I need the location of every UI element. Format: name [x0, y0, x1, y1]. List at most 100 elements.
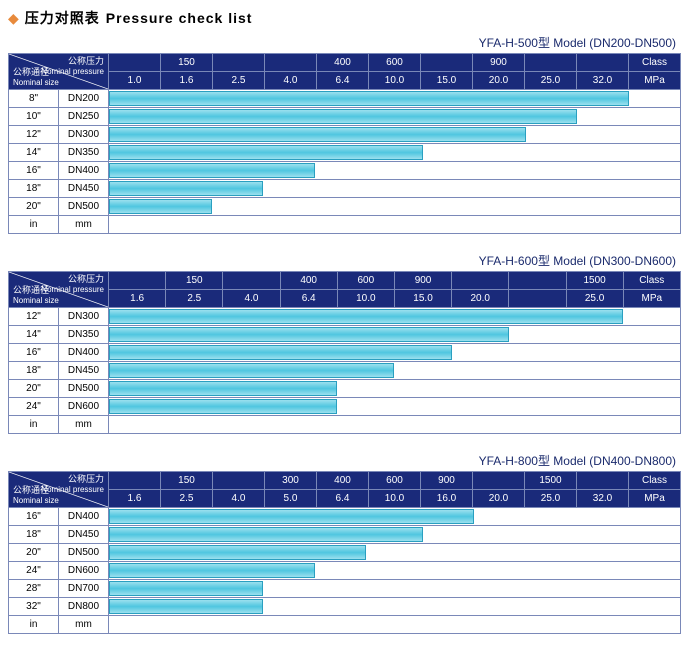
table-row: 18"DN450	[9, 180, 681, 198]
header-diagonal: 公称压力Nominal pressure公称通径Nominal size	[9, 472, 109, 508]
header-diagonal: 公称压力Nominal pressure公称通径Nominal size	[9, 54, 109, 90]
mpa-header-cell	[509, 290, 566, 308]
title-cn: 压力对照表	[25, 8, 100, 28]
mpa-header-cell: 10.0	[369, 490, 421, 508]
pressure-bar	[109, 599, 263, 614]
class-header-cell: 600	[369, 54, 421, 72]
mpa-header-cell: 1.6	[161, 72, 213, 90]
mpa-header-cell: 6.4	[317, 72, 369, 90]
size-mm: DN450	[59, 362, 109, 380]
class-header-cell	[509, 272, 566, 290]
bar-cell	[109, 144, 681, 162]
class-header-cell	[577, 472, 629, 490]
table-row: 18"DN450	[9, 526, 681, 544]
bar-cell	[109, 126, 681, 144]
size-in: 14"	[9, 144, 59, 162]
table-row: 28"DN700	[9, 580, 681, 598]
size-in: 8"	[9, 90, 59, 108]
pressure-bar	[109, 91, 629, 106]
mpa-header-cell: 10.0	[369, 72, 421, 90]
bar-cell	[109, 380, 681, 398]
mpa-label-cell: MPa	[629, 490, 681, 508]
mpa-header-cell: 4.0	[213, 490, 265, 508]
mpa-header-cell: 15.0	[421, 72, 473, 90]
table-row: 10"DN250	[9, 108, 681, 126]
mpa-header-cell: 6.4	[280, 290, 337, 308]
size-mm: DN400	[59, 508, 109, 526]
bar-cell	[109, 398, 681, 416]
mpa-header-cell: 32.0	[577, 490, 629, 508]
size-in: 20"	[9, 380, 59, 398]
pressure-table: 公称压力Nominal pressure公称通径Nominal size1504…	[8, 271, 681, 434]
model-label: YFA-H-500型 Model (DN200-DN500)	[8, 34, 676, 51]
mpa-header-cell: 1.6	[109, 290, 166, 308]
bar-cell	[109, 562, 681, 580]
chart-block: YFA-H-800型 Model (DN400-DN800)公称压力Nomina…	[8, 452, 680, 634]
class-header-cell: 150	[161, 54, 213, 72]
size-in: 32"	[9, 598, 59, 616]
chart-block: YFA-H-600型 Model (DN300-DN600)公称压力Nomina…	[8, 252, 680, 434]
table-row: 32"DN800	[9, 598, 681, 616]
footer-mm: mm	[59, 216, 109, 234]
footer-in: in	[9, 616, 59, 634]
pressure-bar	[109, 309, 623, 324]
size-mm: DN500	[59, 198, 109, 216]
bar-cell	[109, 162, 681, 180]
bar-cell	[109, 90, 681, 108]
class-header-cell	[223, 272, 280, 290]
class-header-cell: 300	[265, 472, 317, 490]
size-in: 16"	[9, 344, 59, 362]
mpa-label-cell: MPa	[623, 290, 680, 308]
class-header-cell	[213, 472, 265, 490]
class-header-cell: 900	[394, 272, 451, 290]
mpa-header-cell: 4.0	[223, 290, 280, 308]
class-header-cell: 400	[280, 272, 337, 290]
size-in: 14"	[9, 326, 59, 344]
footer-row: inmm	[9, 416, 681, 434]
class-header-cell	[525, 54, 577, 72]
size-mm: DN300	[59, 126, 109, 144]
diamond-icon: ◆	[8, 10, 19, 27]
bar-cell	[109, 544, 681, 562]
class-header-cell	[109, 54, 161, 72]
pressure-bar	[109, 399, 337, 414]
mpa-header-cell: 2.5	[213, 72, 265, 90]
pressure-bar	[109, 545, 366, 560]
class-header-cell: 150	[161, 472, 213, 490]
mpa-header-cell: 15.0	[394, 290, 451, 308]
class-header-cell	[265, 54, 317, 72]
size-in: 18"	[9, 526, 59, 544]
class-header-cell: 1500	[566, 272, 623, 290]
footer-in: in	[9, 416, 59, 434]
pressure-bar	[109, 199, 212, 214]
pressure-bar	[109, 527, 423, 542]
pressure-bar	[109, 363, 394, 378]
table-row: 8"DN200	[9, 90, 681, 108]
mpa-header-cell: 1.6	[109, 490, 161, 508]
size-mm: DN400	[59, 344, 109, 362]
pressure-table: 公称压力Nominal pressure公称通径Nominal size 150 3…	[8, 471, 681, 634]
mpa-header-cell: 5.0	[265, 490, 317, 508]
footer-row: inmm	[9, 216, 681, 234]
class-label-cell: Class	[623, 272, 680, 290]
size-mm: DN400	[59, 162, 109, 180]
pressure-bar	[109, 327, 509, 342]
mpa-header-cell: 4.0	[265, 72, 317, 90]
table-row: 16"DN400	[9, 508, 681, 526]
class-header-cell: 600	[369, 472, 421, 490]
size-in: 20"	[9, 198, 59, 216]
table-row: 14"DN350	[9, 326, 681, 344]
mpa-header-cell: 2.5	[161, 490, 213, 508]
pressure-bar	[109, 381, 337, 396]
table-row: 20"DN500	[9, 380, 681, 398]
size-in: 20"	[9, 544, 59, 562]
chart-block: YFA-H-500型 Model (DN200-DN500) 公称压力Nomina…	[8, 34, 680, 234]
mpa-header-cell: 20.0	[452, 290, 509, 308]
size-mm: DN600	[59, 562, 109, 580]
mpa-header-cell: 6.4	[317, 490, 369, 508]
size-in: 10"	[9, 108, 59, 126]
size-mm: DN350	[59, 144, 109, 162]
table-row: 16"DN400	[9, 162, 681, 180]
pressure-bar	[109, 563, 315, 578]
bar-cell	[109, 580, 681, 598]
